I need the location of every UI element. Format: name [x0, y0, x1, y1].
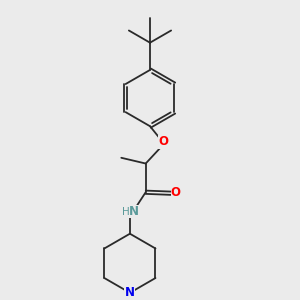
Text: H: H	[122, 207, 130, 217]
Text: O: O	[158, 136, 168, 148]
Text: N: N	[125, 286, 135, 299]
Text: N: N	[129, 205, 139, 218]
Text: O: O	[171, 186, 181, 199]
